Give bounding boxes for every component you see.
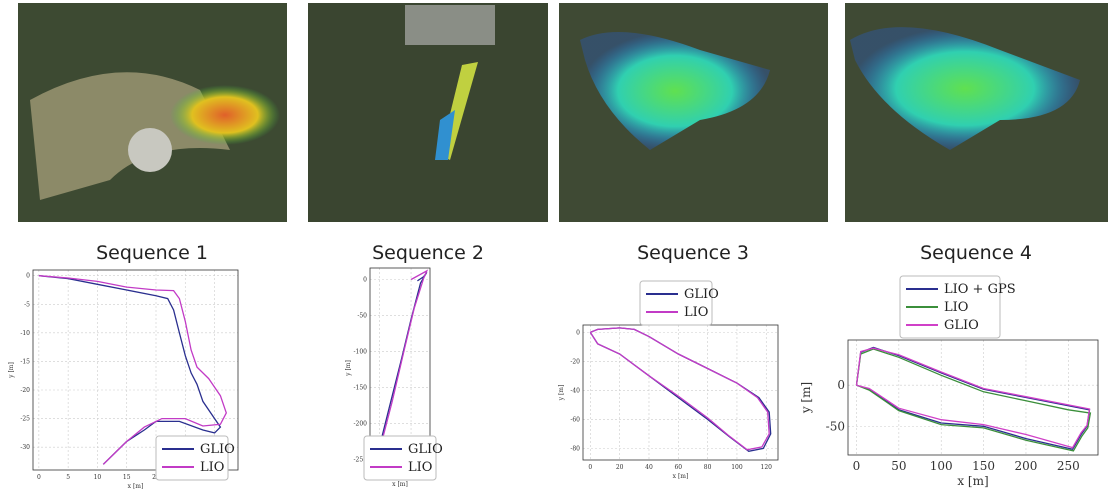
y-tick-label: 0 bbox=[576, 329, 580, 336]
y-axis-label: y [m] bbox=[799, 382, 813, 414]
y-axis-label: y [m] bbox=[345, 360, 352, 377]
x-tick-label: 0 bbox=[37, 474, 41, 481]
y-tick-label: -20 bbox=[20, 387, 30, 394]
trajectory bbox=[857, 347, 1090, 449]
trajectory bbox=[376, 271, 427, 463]
plot-frame bbox=[583, 325, 778, 460]
y-tick-label: -200 bbox=[354, 420, 368, 427]
sequence-caption: Sequence 1 bbox=[96, 242, 208, 264]
x-tick-label: 150 bbox=[972, 459, 995, 473]
x-tick-label: 0 bbox=[588, 464, 592, 471]
y-tick-label: -60 bbox=[570, 416, 580, 423]
y-tick-label: -50 bbox=[357, 312, 367, 319]
x-tick-label: 200 bbox=[1015, 459, 1038, 473]
y-tick-label: 0 bbox=[363, 277, 367, 284]
legend-label: GLIO bbox=[200, 442, 235, 457]
legend-label: LIO bbox=[200, 460, 224, 475]
y-tick-label: -20 bbox=[570, 358, 580, 365]
legend-label: LIO bbox=[684, 305, 708, 320]
y-tick-label: -40 bbox=[570, 387, 580, 394]
x-tick-label: 120 bbox=[761, 464, 773, 471]
legend-label: GLIO bbox=[408, 442, 443, 457]
plot-frame bbox=[848, 340, 1098, 455]
x-axis-label: x [m] bbox=[957, 474, 988, 488]
y-tick-label: -30 bbox=[20, 444, 30, 451]
y-tick-label: 0 bbox=[837, 378, 845, 392]
legend-label: LIO + GPS bbox=[944, 282, 1016, 297]
trajectory bbox=[857, 348, 1090, 447]
x-tick-label: 100 bbox=[930, 459, 953, 473]
x-tick-label: 0 bbox=[853, 459, 861, 473]
x-tick-label: 5 bbox=[66, 474, 70, 481]
y-tick-label: -50 bbox=[826, 419, 845, 433]
satellite-images bbox=[18, 3, 1108, 222]
x-axis-label: x [m] bbox=[392, 481, 408, 488]
x-tick-label: 10 bbox=[94, 474, 102, 481]
y-tick-label: -25 bbox=[20, 416, 30, 423]
sequence-caption: Sequence 4 bbox=[920, 242, 1032, 264]
legend-label: LIO bbox=[408, 460, 432, 475]
x-tick-label: 60 bbox=[674, 464, 682, 471]
trajectory bbox=[590, 328, 769, 450]
x-tick-label: 40 bbox=[645, 464, 653, 471]
trajectory bbox=[590, 328, 770, 451]
figure: Sequence 10510152025300-5-10-15-20-25-30… bbox=[0, 0, 1110, 496]
sequence-caption: Sequence 2 bbox=[372, 242, 484, 264]
x-axis-label: x [m] bbox=[673, 473, 689, 480]
x-tick-label: 50 bbox=[891, 459, 906, 473]
y-tick-label: -80 bbox=[570, 445, 580, 452]
y-tick-label: -10 bbox=[20, 330, 30, 337]
x-tick-label: 80 bbox=[704, 464, 712, 471]
y-tick-label: -15 bbox=[20, 358, 30, 365]
x-axis-label: x [m] bbox=[128, 483, 144, 490]
y-tick-label: 0 bbox=[26, 273, 30, 280]
trajectory bbox=[857, 349, 1091, 451]
x-tick-label: 15 bbox=[123, 474, 131, 481]
y-tick-label: -5 bbox=[24, 301, 30, 308]
y-tick-label: -150 bbox=[354, 384, 368, 391]
y-tick-label: -100 bbox=[354, 348, 368, 355]
sequence-caption: Sequence 3 bbox=[637, 242, 749, 264]
x-tick-label: 20 bbox=[616, 464, 624, 471]
x-tick-label: 250 bbox=[1057, 459, 1080, 473]
y-axis-label: y [m] bbox=[558, 385, 565, 402]
legend-label: LIO bbox=[944, 300, 968, 315]
legend-label: GLIO bbox=[944, 318, 979, 333]
legend-label: GLIO bbox=[684, 287, 719, 302]
y-axis-label: y [m] bbox=[8, 362, 15, 379]
x-tick-label: 100 bbox=[731, 464, 743, 471]
